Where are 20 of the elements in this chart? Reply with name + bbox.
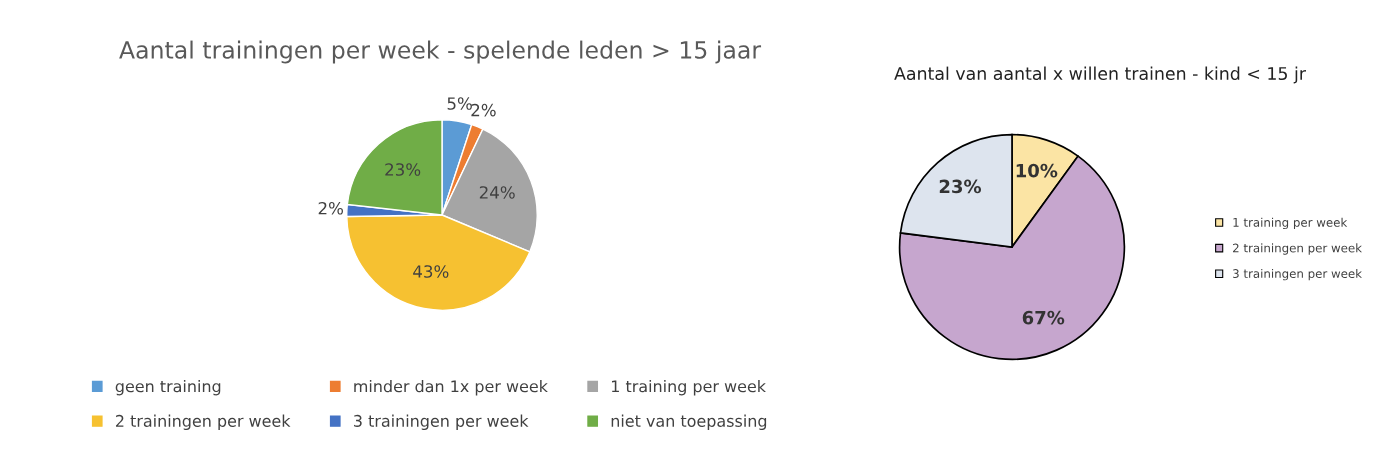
data-label: 24% — [479, 186, 515, 199]
data-label: 5% — [447, 97, 472, 110]
legend-label: niet van toepassing — [611, 414, 767, 431]
data-label: 10% — [1016, 163, 1058, 178]
legend-label: 2 trainingen per week — [1233, 243, 1362, 255]
data-label: 67% — [1022, 310, 1065, 325]
data-label: 23% — [385, 163, 421, 176]
data-label: 2% — [471, 103, 496, 117]
data-label: 2% — [318, 201, 343, 215]
legend-label: 1 training per week — [1233, 217, 1348, 230]
legend-label: geen training — [115, 379, 221, 396]
legend-label: 3 trainingen per week — [1233, 268, 1362, 281]
data-label: 23% — [939, 179, 982, 194]
legend-label: 2 trainingen per week — [115, 414, 291, 431]
chart-title: Aantal trainingen per week - spelende leden > 15 jaar — [119, 40, 762, 64]
legend-label: minder dan 1x per week — [354, 379, 548, 396]
chart-title: Aantal van aantal x willen trainen - kind < 15 jr — [894, 66, 1306, 84]
data-label: 43% — [413, 265, 449, 278]
legend-label: 1 training per week — [612, 379, 766, 396]
legend-label: 3 trainingen per week — [354, 414, 529, 431]
